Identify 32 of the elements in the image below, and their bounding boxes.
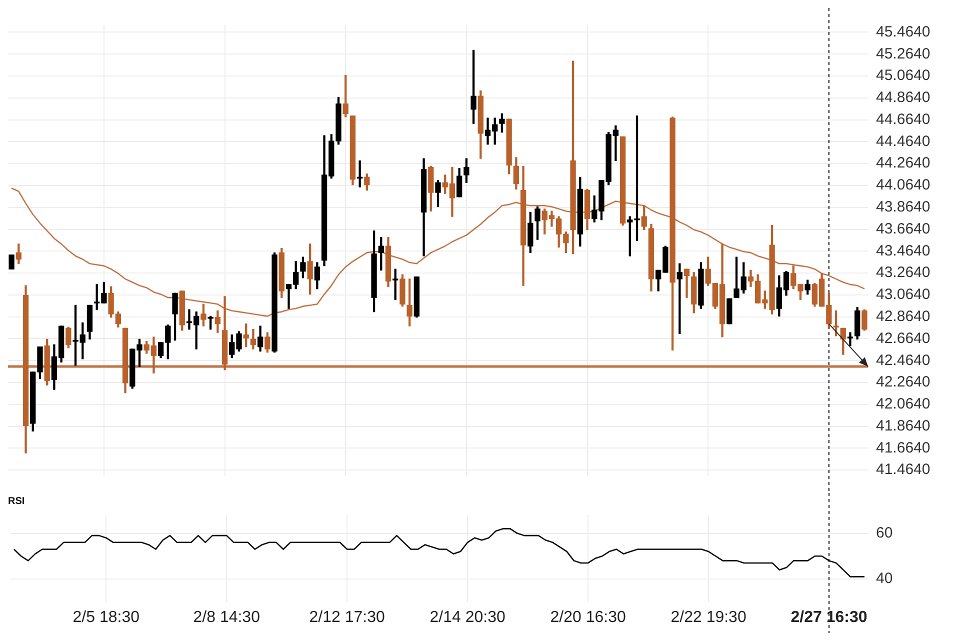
y-tick-label: 45.4640 [876, 23, 930, 40]
y-tick-label: 43.4640 [876, 242, 930, 260]
chart-title: RSI [8, 496, 25, 507]
y-tick-label: 42.8640 [876, 308, 930, 325]
x-tick-label: 2/20 16:30 [550, 608, 626, 626]
x-tick-label: 2/12 17:30 [309, 608, 386, 626]
y-tick-label: 42.4640 [876, 352, 930, 369]
y-tick-label: 44.6640 [876, 110, 930, 128]
y-tick-label: 44.0640 [876, 176, 930, 194]
y-tick-label: 41.6640 [876, 439, 930, 456]
y-tick-label: 43.8640 [876, 198, 930, 216]
y-tick-label: 43.6640 [876, 220, 930, 238]
y-tick-label: 44.8640 [876, 89, 930, 106]
y-tick-label: 60 [876, 524, 893, 542]
y-tick-label: 45.0640 [876, 67, 930, 84]
y-tick-label: 43.0640 [876, 286, 930, 304]
y-tick-label: 40 [876, 570, 893, 588]
y-tick-label: 42.0640 [876, 396, 930, 413]
y-tick-label: 41.8640 [876, 417, 930, 434]
x-tick-label: 2/8 14:30 [193, 608, 260, 626]
x-tick-label: 2/22 19:30 [670, 608, 746, 626]
x-tick-label: 2/5 18:30 [72, 608, 140, 626]
y-tick-label: 41.4640 [876, 461, 930, 478]
x-tick-label: 2/14 20:30 [430, 608, 506, 626]
y-tick-label: 44.2640 [876, 154, 930, 172]
y-tick-label: 44.4640 [876, 132, 930, 150]
y-tick-label: 43.2640 [876, 264, 930, 282]
candlestick [847, 332, 854, 346]
y-tick-label: 42.6640 [876, 330, 930, 347]
y-tick-label: 45.2640 [876, 45, 930, 62]
y-tick-label: 42.2640 [876, 374, 930, 391]
x-tick-label: 2/27 16:30 [790, 608, 868, 626]
